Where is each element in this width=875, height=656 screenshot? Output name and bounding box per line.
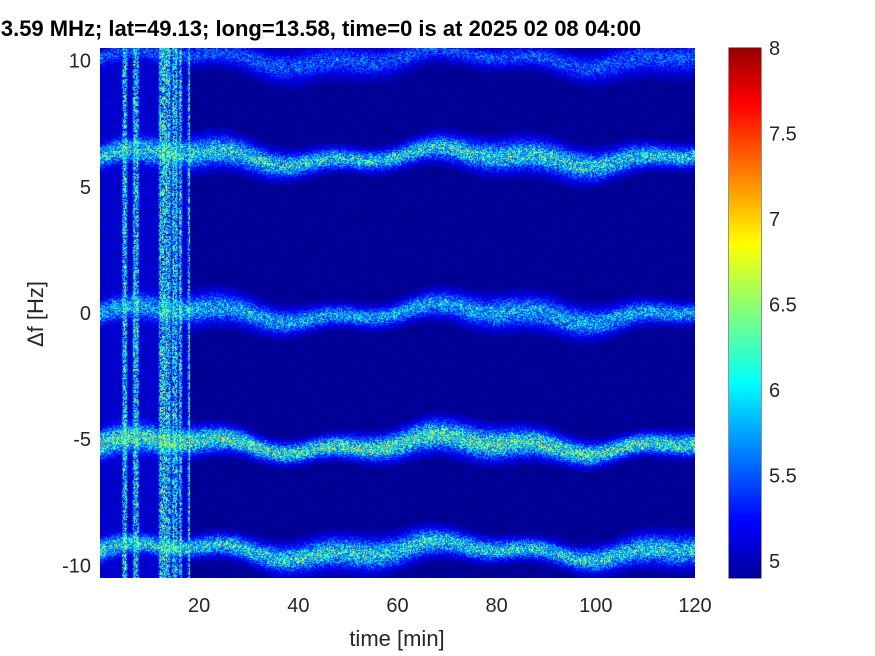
colorbar-tick-label: 8 [769,38,780,60]
spectrogram-image [100,48,695,578]
x-tick-label: 80 [486,595,508,617]
x-axis-ticks: 20 40 60 80 100 120 [188,595,712,617]
colorbar-tick-label: 5.5 [769,465,797,487]
x-tick-label: 40 [287,595,309,617]
y-tick-label: 5 [80,177,91,199]
y-tick-label: 0 [80,303,91,325]
colorbar [729,48,761,578]
y-tick-label: -10 [62,555,91,577]
colorbar-tick-label: 6.5 [769,294,797,316]
colorbar-tick-label: 7.5 [769,123,797,145]
x-tick-label: 60 [386,595,408,617]
x-axis-label: time [min] [349,626,444,651]
colorbar-tick-label: 5 [769,551,780,573]
colorbar-tick-label: 6 [769,380,780,402]
x-tick-label: 20 [188,595,210,617]
y-tick-label: 10 [69,51,91,73]
colorbar-tick-label: 7 [769,209,780,231]
y-axis-ticks: 10 5 0 -5 -10 [62,51,91,578]
x-tick-label: 100 [579,595,612,617]
x-tick-label: 120 [678,595,711,617]
y-axis-label: Δf [Hz] [23,281,48,347]
y-tick-label: -5 [73,429,91,451]
